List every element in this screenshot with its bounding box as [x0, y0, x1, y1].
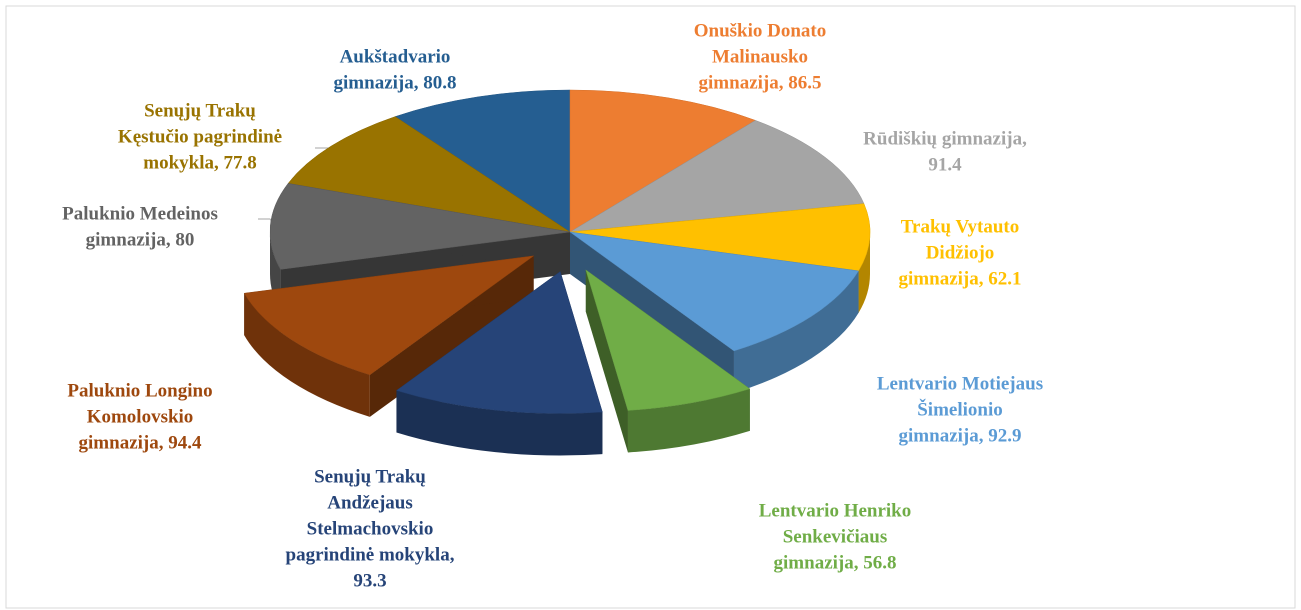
data-label: Paluknio Medeinos	[62, 203, 218, 224]
data-label: Komolovskio	[87, 406, 194, 427]
data-label: 93.3	[353, 570, 386, 591]
data-label: Stelmachovskio	[307, 518, 434, 539]
data-label: Didžiojo	[926, 242, 995, 263]
slice	[395, 271, 603, 414]
data-label: Aukštadvario	[340, 46, 451, 67]
data-label: Senųjų Trakų	[144, 100, 256, 121]
data-label: Lentvario Motiejaus	[877, 373, 1043, 394]
slice	[585, 269, 751, 411]
slice-side	[627, 388, 750, 453]
slice	[569, 231, 859, 352]
slice-side	[396, 390, 603, 456]
slice	[243, 255, 534, 376]
data-label: gimnazija, 80.8	[334, 72, 457, 93]
pie	[243, 89, 871, 456]
data-label: Onuškio Donato	[694, 20, 827, 41]
data-label: gimnazija, 94.4	[79, 432, 202, 453]
data-label: Andžejaus	[327, 492, 413, 513]
data-label: Kęstučio pagrindinė	[118, 126, 282, 147]
data-label: gimnazija, 80	[86, 229, 195, 250]
data-label: Malinausko	[712, 46, 808, 67]
slice	[569, 120, 865, 233]
slice	[394, 89, 571, 233]
slice	[287, 116, 571, 233]
slice	[569, 203, 871, 272]
slice-side	[244, 293, 370, 417]
slice	[569, 89, 756, 233]
data-label: Senųjų Trakų	[314, 466, 426, 487]
data-label: Lentvario Henriko	[759, 500, 912, 521]
data-label: Šimelionio	[917, 398, 1003, 420]
data-label: gimnazija, 56.8	[774, 552, 897, 573]
slice-side	[733, 270, 859, 393]
data-labels: Onuškio Donato Malinausko gimnazija, 86.5 R…	[62, 20, 1043, 591]
data-label: Rūdiškių gimnazija,	[863, 128, 1027, 149]
data-label: Senkevičiaus	[783, 526, 888, 547]
data-label: Trakų Vytauto	[901, 216, 1019, 237]
data-label: 91.4	[928, 154, 962, 175]
data-label: gimnazija, 86.5	[699, 72, 822, 93]
slice-wall	[585, 269, 628, 453]
data-label: Paluknio Longino	[67, 380, 212, 401]
slice	[269, 183, 571, 270]
data-label: gimnazija, 62.1	[899, 268, 1022, 289]
data-label: mokykla, 77.8	[143, 152, 257, 173]
data-label: gimnazija, 92.9	[899, 425, 1022, 446]
data-label: pagrindinė mokykla,	[286, 544, 455, 565]
